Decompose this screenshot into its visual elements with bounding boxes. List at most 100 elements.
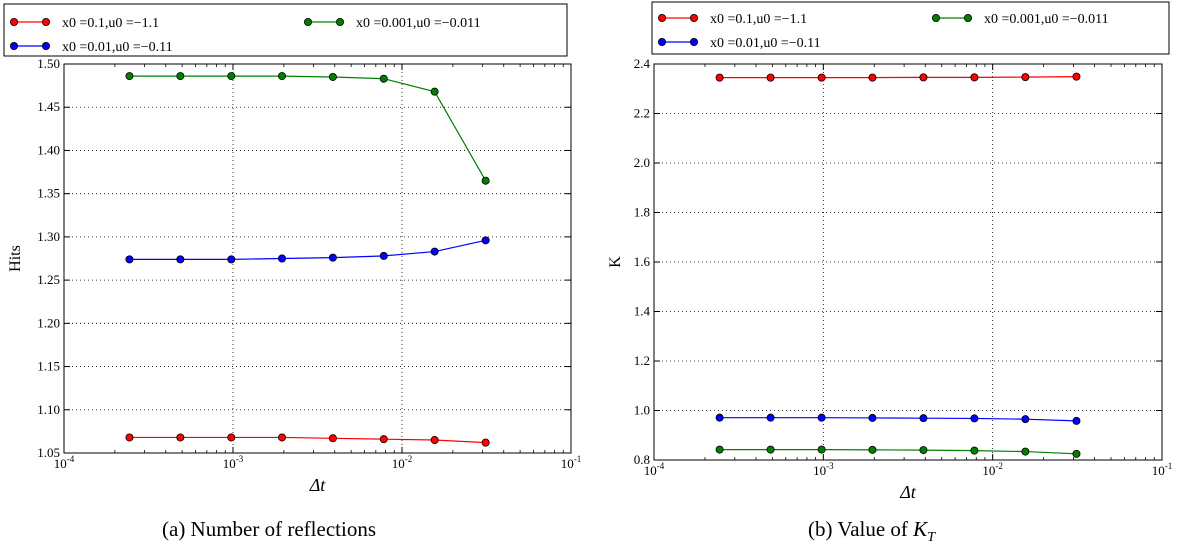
data-point bbox=[1072, 72, 1081, 81]
x-tick-label: 10-1 bbox=[561, 454, 582, 471]
legend-label: x0 =0.001,u0 =−0.011 bbox=[356, 16, 481, 31]
data-point bbox=[766, 73, 775, 82]
data-point bbox=[919, 73, 928, 82]
caption-a: (a) Number of reflections bbox=[162, 517, 376, 542]
y-axis-label: K bbox=[607, 256, 624, 268]
data-point bbox=[919, 414, 928, 423]
legend-marker bbox=[690, 38, 699, 47]
data-point bbox=[227, 433, 236, 442]
x-axis-label: Δt bbox=[309, 475, 327, 495]
data-point bbox=[817, 445, 826, 454]
data-point bbox=[970, 73, 979, 82]
legend-marker bbox=[658, 38, 667, 47]
y-tick-label: 1.6 bbox=[634, 254, 651, 269]
legend-marker bbox=[9, 17, 18, 26]
data-point bbox=[227, 255, 236, 264]
data-point bbox=[970, 414, 979, 423]
legend-marker bbox=[9, 42, 18, 51]
data-point bbox=[379, 251, 388, 260]
legend-marker bbox=[690, 13, 699, 22]
x-tick-label: 10-3 bbox=[813, 461, 834, 478]
legend-label: x0 =0.1,u0 =−1.1 bbox=[710, 12, 807, 27]
legend-label: x0 =0.1,u0 =−1.1 bbox=[62, 16, 159, 31]
y-tick-label: 2.4 bbox=[634, 56, 651, 71]
y-tick-label: 1.4 bbox=[634, 304, 651, 319]
data-point bbox=[1072, 449, 1081, 458]
data-point bbox=[481, 438, 490, 447]
series-line-0 bbox=[719, 76, 1077, 79]
data-point bbox=[970, 446, 979, 455]
data-point bbox=[481, 176, 490, 185]
legend-box bbox=[651, 1, 1170, 55]
data-point bbox=[481, 236, 490, 245]
caption-b-math: K bbox=[913, 517, 928, 541]
data-point bbox=[715, 73, 724, 82]
y-tick-label: 1.10 bbox=[37, 402, 60, 417]
y-tick-label: 1.30 bbox=[37, 229, 60, 244]
y-tick-label: 1.2 bbox=[634, 353, 650, 368]
data-point bbox=[919, 446, 928, 455]
y-tick-label: 1.15 bbox=[37, 359, 60, 374]
legend-marker bbox=[42, 17, 51, 26]
data-point bbox=[125, 255, 134, 264]
caption-b-math-sub: T bbox=[927, 530, 935, 546]
data-point bbox=[125, 433, 134, 442]
x-tick-label: 10-2 bbox=[392, 454, 413, 471]
legend-label: x0 =0.01,u0 =−0.11 bbox=[62, 40, 173, 55]
series-line-1 bbox=[129, 239, 486, 260]
y-tick-label: 1.25 bbox=[37, 272, 60, 287]
data-point bbox=[868, 73, 877, 82]
y-tick-label: 1.0 bbox=[634, 403, 650, 418]
legend-marker bbox=[658, 13, 667, 22]
legend-marker bbox=[335, 17, 344, 26]
data-point bbox=[227, 72, 236, 81]
data-point bbox=[278, 72, 287, 81]
chart-panel-b: 10-4 10-3 10-2 10-10.81.01.21.41.61.82.02.2… bbox=[607, 1, 1173, 502]
data-point bbox=[176, 433, 185, 442]
y-tick-label: 1.35 bbox=[37, 186, 60, 201]
series-line-2 bbox=[129, 75, 487, 181]
data-point bbox=[817, 73, 826, 82]
x-axis-label: Δt bbox=[899, 482, 917, 502]
data-point bbox=[379, 74, 388, 83]
data-point bbox=[430, 87, 439, 96]
y-tick-label: 1.8 bbox=[634, 205, 650, 220]
x-tick-label: 10-2 bbox=[982, 461, 1003, 478]
series-line-2 bbox=[719, 449, 1077, 455]
data-point bbox=[715, 413, 724, 422]
y-tick-label: 2.0 bbox=[634, 155, 650, 170]
data-point bbox=[176, 72, 185, 81]
legend-marker bbox=[932, 13, 941, 22]
legend-marker bbox=[303, 17, 312, 26]
legend: x0 =0.1,u0 =−1.1 x0 =0.01,u0 =−0.11 x0 =0.… bbox=[651, 1, 1170, 55]
x-tick-label: 10-3 bbox=[223, 454, 244, 471]
legend-marker bbox=[964, 13, 973, 22]
caption-b-text: (b) Value of bbox=[808, 517, 914, 541]
data-point bbox=[379, 435, 388, 444]
data-point bbox=[328, 253, 337, 262]
series-line-1 bbox=[719, 417, 1077, 422]
data-point bbox=[430, 247, 439, 256]
legend: x0 =0.1,u0 =−1.1 x0 =0.01,u0 =−0.11 x0 =0.… bbox=[3, 3, 568, 57]
legend-label: x0 =0.01,u0 =−0.11 bbox=[710, 36, 821, 51]
y-tick-label: 1.20 bbox=[37, 315, 60, 330]
x-tick-label: 10-1 bbox=[1152, 461, 1173, 478]
plot-frame bbox=[63, 63, 572, 454]
data-point bbox=[328, 434, 337, 443]
data-point bbox=[766, 413, 775, 422]
data-point bbox=[1021, 73, 1030, 82]
y-axis-label: Hits bbox=[7, 245, 24, 272]
y-tick-label: 1.50 bbox=[37, 56, 60, 71]
data-point bbox=[1072, 416, 1081, 425]
caption-b: (b) Value of KT bbox=[808, 517, 935, 546]
data-point bbox=[868, 445, 877, 454]
data-point bbox=[125, 72, 134, 81]
data-point bbox=[176, 255, 185, 264]
y-tick-label: 1.40 bbox=[37, 142, 60, 157]
legend-box bbox=[3, 3, 568, 57]
data-point bbox=[868, 413, 877, 422]
data-point bbox=[278, 254, 287, 263]
series-line-0 bbox=[129, 436, 486, 444]
data-point bbox=[766, 445, 775, 454]
